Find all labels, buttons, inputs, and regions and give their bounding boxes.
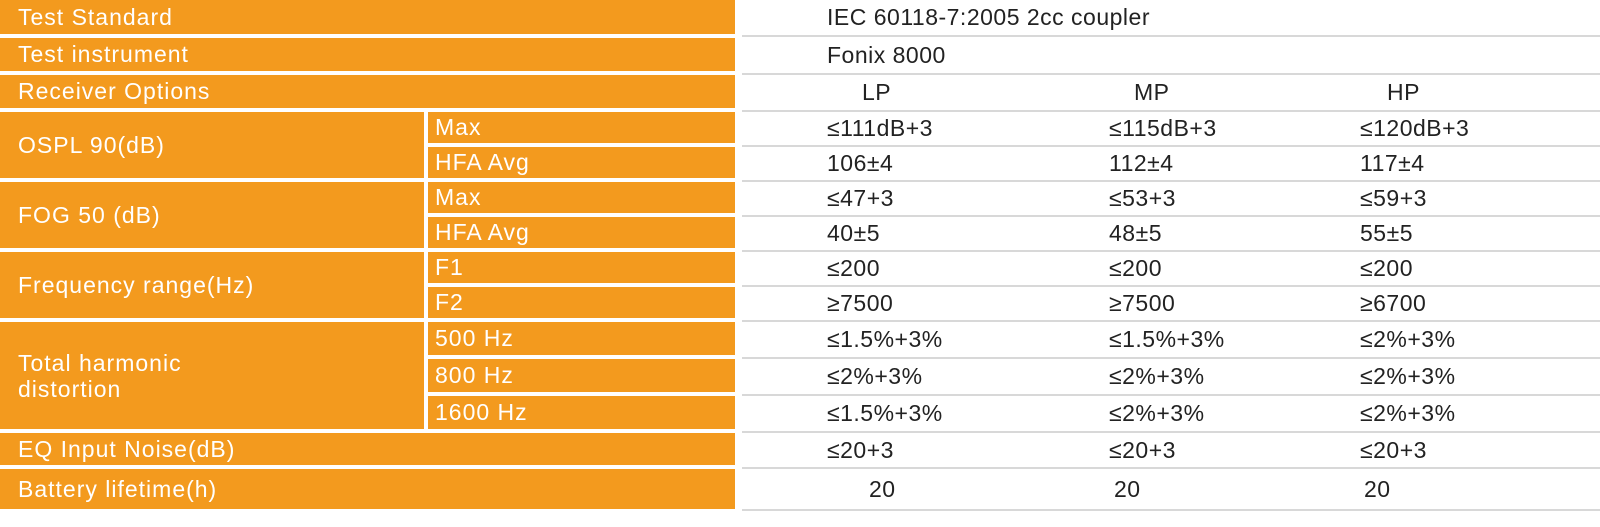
fog50-label: FOG 50 (dB) <box>0 182 424 248</box>
eq-input-noise-lp: ≤20+3 <box>827 436 894 463</box>
battery-lifetime-mp: 20 <box>1114 475 1141 502</box>
frequency-f2-label: F2 <box>428 287 735 318</box>
frequency-f2-row: ≥7500 ≥7500 ≥6700 <box>742 287 1600 322</box>
fog50-max-label: Max <box>428 182 735 213</box>
ospl90-max-hp: ≤120dB+3 <box>1360 115 1470 141</box>
thd-800hz-mp: ≤2%+3% <box>1109 363 1205 389</box>
test-standard-row: IEC 60118-7:2005 2cc coupler <box>742 0 1600 37</box>
thd-500hz-label: 500 Hz <box>428 322 735 355</box>
test-standard-value: IEC 60118-7:2005 2cc coupler <box>827 4 1150 30</box>
receiver-options-row: LP MP HP <box>742 75 1600 112</box>
test-instrument-value: Fonix 8000 <box>827 42 946 68</box>
battery-lifetime-hp: 20 <box>1364 475 1391 502</box>
frequency-f2-lp: ≥7500 <box>827 290 894 316</box>
thd-1600hz-label: 1600 Hz <box>428 396 735 429</box>
thd-800hz-hp: ≤2%+3% <box>1360 363 1456 389</box>
ospl90-max-mp: ≤115dB+3 <box>1109 115 1217 141</box>
fog50-hfa-row: 40±5 48±5 55±5 <box>742 217 1600 252</box>
thd-800hz-row: ≤2%+3% ≤2%+3% ≤2%+3% <box>742 359 1600 396</box>
receiver-hp: HP <box>1387 79 1420 105</box>
thd-1600hz-row: ≤1.5%+3% ≤2%+3% ≤2%+3% <box>742 396 1600 433</box>
eq-input-noise-mp: ≤20+3 <box>1109 436 1176 463</box>
fog50-hfa-hp: 55±5 <box>1360 220 1413 246</box>
frequency-f1-label: F1 <box>428 252 735 283</box>
receiver-mp: MP <box>1134 79 1170 105</box>
test-instrument-label: Test instrument <box>0 38 735 71</box>
ospl90-hfa-hp: 117±4 <box>1360 150 1425 176</box>
thd-500hz-lp: ≤1.5%+3% <box>827 326 943 352</box>
thd-1600hz-hp: ≤2%+3% <box>1360 400 1456 426</box>
thd-800hz-label: 800 Hz <box>428 359 735 392</box>
test-instrument-row: Fonix 8000 <box>742 38 1600 75</box>
fog50-max-row: ≤47+3 ≤53+3 ≤59+3 <box>742 182 1600 217</box>
ospl90-hfa-row: 106±4 112±4 117±4 <box>742 147 1600 182</box>
ospl90-max-row: ≤111dB+3 ≤115dB+3 ≤120dB+3 <box>742 112 1600 147</box>
thd-1600hz-mp: ≤2%+3% <box>1109 400 1205 426</box>
eq-input-noise-hp: ≤20+3 <box>1360 436 1427 463</box>
ospl90-max-label: Max <box>428 112 735 143</box>
fog50-hfa-mp: 48±5 <box>1109 220 1162 246</box>
battery-lifetime-lp: 20 <box>869 475 896 502</box>
ospl90-hfa-lp: 106±4 <box>827 150 894 176</box>
eq-input-noise-row: ≤20+3 ≤20+3 ≤20+3 <box>742 433 1600 469</box>
frequency-f1-row: ≤200 ≤200 ≤200 <box>742 252 1600 287</box>
frequency-f1-mp: ≤200 <box>1109 255 1162 281</box>
frequency-f1-hp: ≤200 <box>1360 255 1413 281</box>
receiver-options-label: Receiver Options <box>0 75 735 108</box>
ospl90-hfa-avg-label: HFA Avg <box>428 147 735 178</box>
fog50-max-lp: ≤47+3 <box>827 185 894 211</box>
frequency-f2-mp: ≥7500 <box>1109 290 1176 316</box>
ospl90-label: OSPL 90(dB) <box>0 112 424 178</box>
thd-500hz-row: ≤1.5%+3% ≤1.5%+3% ≤2%+3% <box>742 322 1600 359</box>
thd-500hz-hp: ≤2%+3% <box>1360 326 1456 352</box>
frequency-f1-lp: ≤200 <box>827 255 880 281</box>
eq-input-noise-label: EQ Input Noise(dB) <box>0 433 735 465</box>
thd-label: Total harmonic distortion <box>0 322 424 429</box>
fog50-max-hp: ≤59+3 <box>1360 185 1427 211</box>
thd-800hz-lp: ≤2%+3% <box>827 363 923 389</box>
fog50-hfa-avg-label: HFA Avg <box>428 217 735 248</box>
frequency-f2-hp: ≥6700 <box>1360 290 1427 316</box>
thd-1600hz-lp: ≤1.5%+3% <box>827 400 943 426</box>
ospl90-max-lp: ≤111dB+3 <box>827 115 933 141</box>
battery-lifetime-row: 20 20 20 <box>742 469 1600 511</box>
receiver-lp: LP <box>862 79 892 105</box>
battery-lifetime-label: Battery lifetime(h) <box>0 469 735 509</box>
thd-500hz-mp: ≤1.5%+3% <box>1109 326 1225 352</box>
ospl90-hfa-mp: 112±4 <box>1109 150 1174 176</box>
test-standard-label: Test Standard <box>0 0 735 34</box>
frequency-range-label: Frequency range(Hz) <box>0 252 424 318</box>
fog50-max-mp: ≤53+3 <box>1109 185 1176 211</box>
fog50-hfa-lp: 40±5 <box>827 220 880 246</box>
